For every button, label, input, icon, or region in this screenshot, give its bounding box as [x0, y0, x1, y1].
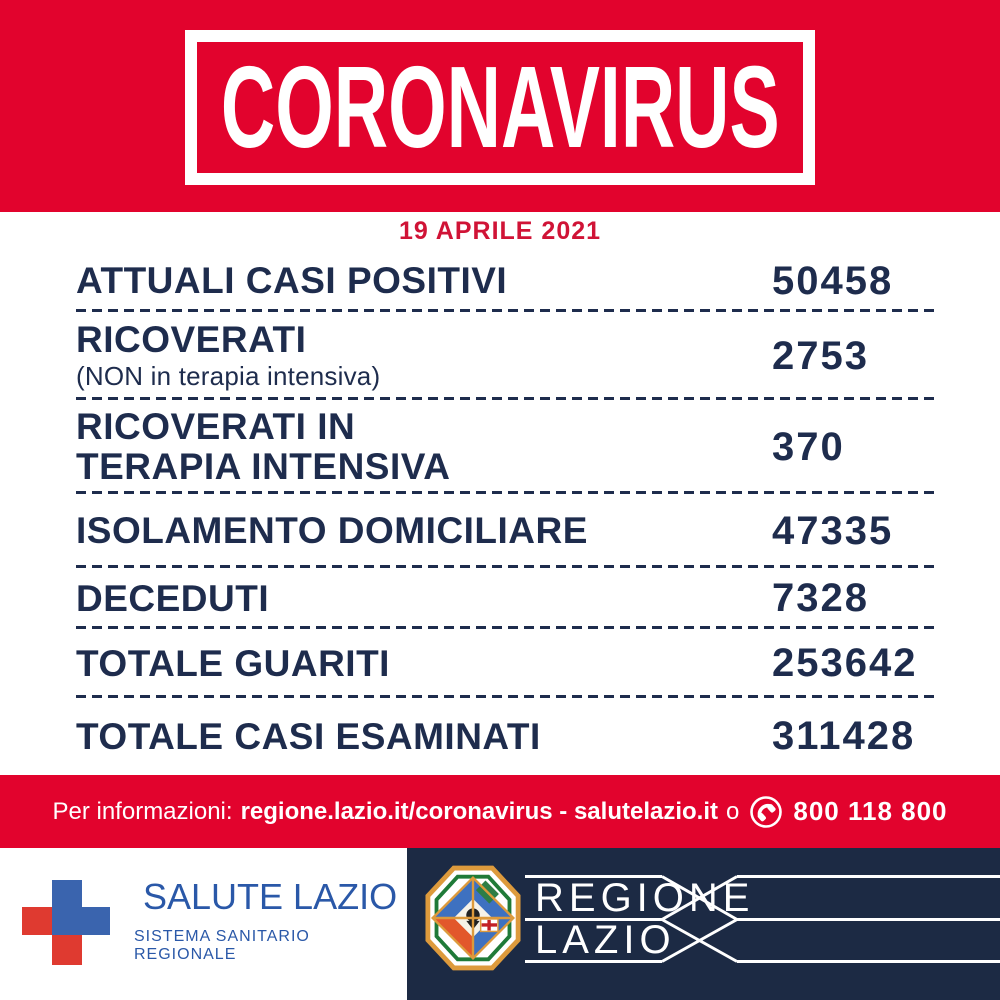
info-links: regione.lazio.it/coronavirus - salutelaz…	[240, 797, 718, 825]
stat-label: RICOVERATI IN	[76, 406, 356, 448]
stat-row-deceduti: DECEDUTI 7328	[76, 568, 940, 629]
stat-label: ATTUALI CASI POSITIVI	[76, 260, 508, 302]
header-band: CORONAVIRUS	[0, 0, 1000, 212]
phone-icon	[749, 795, 783, 829]
info-prefix: Per informazioni:	[52, 797, 233, 825]
dashed-divider	[76, 309, 940, 312]
report-date: 19 APRILE 2021	[398, 216, 602, 245]
stat-row-attuali-casi-positivi: ATTUALI CASI POSITIVI 50458	[76, 250, 940, 312]
coronavirus-title-box: CORONAVIRUS	[185, 30, 815, 185]
dashed-divider	[76, 695, 940, 698]
stat-row-isolamento-domiciliare: ISOLAMENTO DOMICILIARE 47335	[76, 494, 940, 568]
dashed-divider	[76, 397, 940, 400]
phone-number: 800 118 800	[793, 796, 948, 826]
regione-lazio-logo-area: REGIONE LAZIO	[407, 848, 1000, 1000]
stat-label: RICOVERATI	[76, 318, 307, 360]
stat-value: 370	[772, 424, 845, 469]
salute-lazio-logo-area: SALUTE LAZIO SISTEMA SANITARIO REGIONALE	[0, 848, 407, 1000]
stat-value: 2753	[772, 333, 869, 378]
salute-lazio-subtitle: SISTEMA SANITARIO REGIONALE	[134, 928, 310, 963]
stat-label: TOTALE CASI ESAMINATI	[76, 715, 541, 757]
date-row: 19 APRILE 2021	[0, 212, 1000, 250]
regione-lazio-emblem	[425, 865, 521, 971]
stat-value: 311428	[772, 714, 916, 758]
salute-lazio-cross-icon	[22, 880, 110, 965]
salute-lazio-title: SALUTE LAZIO	[143, 876, 398, 917]
stat-row-terapia-intensiva: RICOVERATI IN TERAPIA INTENSIVA 370	[76, 400, 940, 494]
stat-label: TOTALE GUARITI	[76, 642, 390, 684]
dashed-divider	[76, 626, 940, 629]
stat-row-totale-guariti: TOTALE GUARITI 253642	[76, 629, 940, 698]
regione-lazio-wordmark-line1: REGIONE	[535, 876, 755, 920]
stat-value: 47335	[772, 508, 894, 553]
coronavirus-title: CORONAVIRUS	[220, 42, 780, 172]
stat-value: 253642	[772, 641, 918, 685]
stat-value: 50458	[772, 258, 894, 303]
stat-row-totale-casi-esaminati: TOTALE CASI ESAMINATI 311428	[76, 698, 940, 775]
stat-label: DECEDUTI	[76, 577, 270, 619]
dashed-divider	[76, 491, 940, 494]
wordmark-rules	[525, 875, 1000, 963]
stat-label-line2: TERAPIA INTENSIVA	[76, 446, 451, 487]
stat-label: ISOLAMENTO DOMICILIARE	[76, 510, 588, 552]
stat-row-ricoverati: RICOVERATI (NON in terapia intensiva) 27…	[76, 312, 940, 400]
regione-lazio-wordmark-line2: LAZIO	[535, 918, 676, 962]
stat-sublabel: (NON in terapia intensiva)	[76, 361, 381, 392]
dashed-divider	[76, 565, 940, 568]
info-band: Per informazioni: regione.lazio.it/coron…	[0, 775, 1000, 848]
footer-logos: SALUTE LAZIO SISTEMA SANITARIO REGIONALE	[0, 848, 1000, 1000]
stats-table: ATTUALI CASI POSITIVI 50458 RICOVERATI (…	[76, 250, 940, 775]
stat-value: 7328	[772, 576, 869, 620]
info-connector: o	[726, 797, 740, 825]
